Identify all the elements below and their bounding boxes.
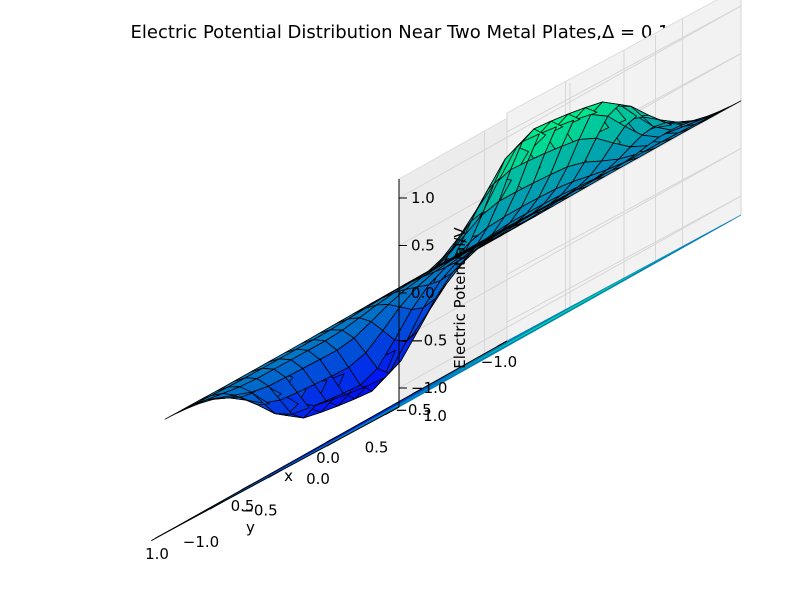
- z-tick-label: 0.5: [411, 237, 435, 255]
- z-tick-label: −0.5: [411, 332, 447, 350]
- x-tick-mark: [411, 388, 422, 395]
- y-tick-label: −0.5: [241, 502, 277, 520]
- x-tick-label: −1.0: [481, 353, 517, 371]
- x-tick-mark: [326, 436, 337, 443]
- x-axis-label: x: [284, 467, 293, 485]
- grid-line: [506, 195, 742, 323]
- x-tick-label: 1.0: [145, 545, 169, 563]
- x-tick-label: −0.5: [395, 401, 431, 419]
- grid-line: [398, 195, 742, 389]
- grid-line: [506, 5, 742, 133]
- y-tick-mark: [385, 406, 400, 416]
- z-tick-label: −1.0: [411, 379, 447, 397]
- y-tick-label: 0.0: [306, 470, 330, 488]
- z-axis-label: Electric Potential/V: [451, 227, 469, 369]
- surface-cell: [164, 403, 195, 420]
- z-tick-label: 1.0: [411, 189, 435, 207]
- grid-line: [398, 148, 742, 341]
- y-tick-label: 1.0: [423, 407, 447, 425]
- x-tick-label: 0.0: [316, 449, 340, 467]
- grid-line: [506, 148, 742, 275]
- grid-line: [398, 5, 742, 199]
- y-axis-label: y: [246, 519, 255, 537]
- y-tick-mark: [151, 532, 166, 542]
- x-tick-mark: [497, 340, 508, 347]
- chart-title-text: Electric Potential Distribution Near Two…: [130, 22, 602, 43]
- x-tick-mark: [240, 484, 251, 491]
- y-tick-mark: [209, 501, 224, 510]
- y-tick-label: −1.0: [183, 533, 219, 551]
- y-tick-mark: [326, 438, 341, 447]
- x-tick-label: 0.5: [231, 497, 255, 515]
- y-tick-mark: [268, 469, 283, 479]
- y-tick-label: 0.5: [365, 439, 389, 457]
- z-tick-label: 0.0: [411, 284, 435, 302]
